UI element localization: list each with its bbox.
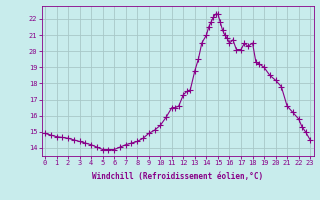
X-axis label: Windchill (Refroidissement éolien,°C): Windchill (Refroidissement éolien,°C) <box>92 172 263 181</box>
